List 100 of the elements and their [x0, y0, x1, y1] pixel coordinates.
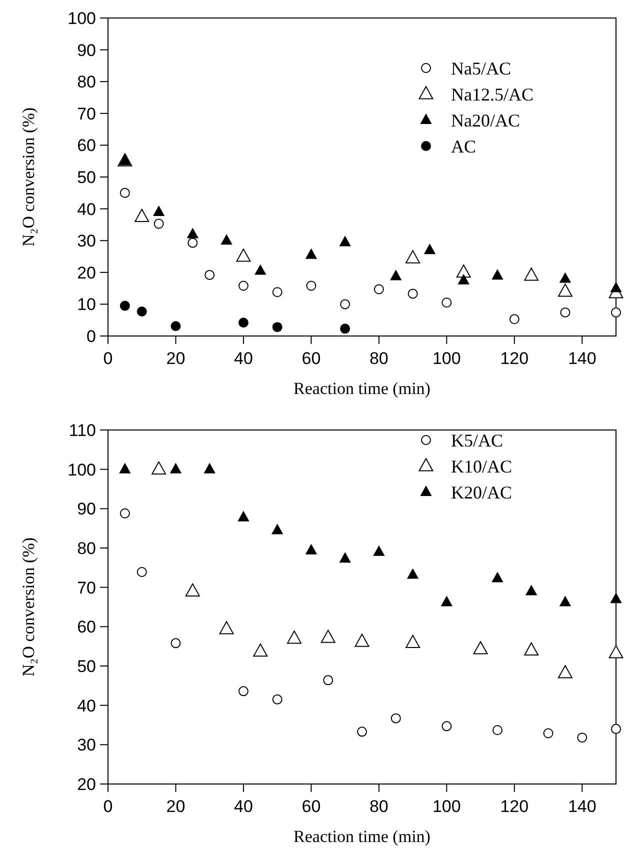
x-tick-label: 80 — [369, 797, 388, 816]
x-tick-label: 0 — [103, 797, 113, 816]
y-tick-label: 40 — [77, 200, 96, 219]
point — [187, 228, 198, 238]
point — [406, 634, 420, 648]
point — [120, 188, 130, 198]
point — [320, 630, 336, 643]
point — [340, 236, 351, 246]
point — [154, 218, 164, 229]
legend-label: K20/AC — [451, 482, 512, 502]
point — [577, 732, 588, 743]
point — [407, 568, 418, 579]
point — [340, 299, 350, 310]
point — [152, 461, 166, 475]
point — [373, 546, 384, 556]
point — [306, 280, 316, 291]
point — [185, 583, 200, 596]
x-tick-label: 80 — [369, 349, 388, 368]
y-tick-label: 90 — [77, 40, 96, 60]
y-tick-label: 30 — [77, 736, 96, 755]
point — [560, 307, 570, 318]
legend-label: AC — [451, 136, 476, 156]
y-tick-label: 30 — [77, 232, 96, 251]
y-tick-label: 0 — [86, 326, 96, 346]
x-tick-label: 60 — [302, 349, 321, 368]
point — [492, 572, 503, 582]
point — [134, 208, 150, 222]
y-tick-label: 10 — [77, 295, 96, 314]
x-axis-title: Reaction time (min) — [294, 379, 430, 398]
point — [306, 248, 317, 259]
x-tick-label: 140 — [568, 797, 596, 816]
point — [543, 728, 554, 738]
y-tick-label: 60 — [77, 136, 96, 156]
y-tick-label: 50 — [77, 168, 96, 187]
legend-label: Na12.5/AC — [451, 84, 534, 104]
point — [272, 694, 282, 704]
point — [526, 585, 537, 596]
point — [406, 250, 420, 264]
point — [120, 508, 130, 518]
point — [390, 713, 401, 724]
point — [608, 645, 624, 658]
y-tick-label: 110 — [68, 420, 96, 440]
y-tick-label: 20 — [77, 774, 96, 794]
x-axis-title: Reaction time (min) — [294, 827, 430, 846]
point — [524, 642, 539, 656]
point — [136, 566, 147, 577]
point — [340, 324, 350, 334]
point — [442, 298, 452, 308]
point — [560, 272, 571, 283]
x-tick-label: 120 — [500, 797, 529, 816]
point — [492, 725, 502, 736]
point — [136, 306, 147, 317]
point — [219, 621, 234, 634]
y-tick-label: 60 — [77, 618, 96, 637]
y-tick-label: 50 — [77, 656, 96, 676]
point — [509, 314, 520, 324]
point — [204, 463, 216, 474]
x-tick-label: 40 — [234, 349, 253, 368]
point — [204, 270, 215, 280]
y-tick-label: 20 — [77, 263, 96, 282]
x-tick-label: 100 — [432, 349, 461, 368]
point — [473, 641, 488, 654]
point — [253, 644, 268, 657]
y-tick-label: 90 — [77, 500, 96, 519]
y-tick-label: 40 — [77, 696, 96, 716]
y-axis-title: N₂O conversion (%) — [19, 107, 38, 247]
point — [238, 318, 248, 328]
point — [272, 524, 283, 534]
point — [272, 322, 282, 332]
point — [170, 638, 181, 648]
point — [153, 206, 164, 216]
y-tick-label: 100 — [68, 8, 96, 28]
point — [408, 288, 418, 299]
point — [610, 593, 622, 604]
point — [611, 307, 621, 318]
point — [374, 284, 384, 294]
point — [492, 270, 503, 280]
x-tick-label: 20 — [166, 797, 186, 816]
point — [558, 284, 572, 297]
point — [170, 463, 182, 474]
point — [272, 287, 282, 298]
point — [170, 321, 181, 332]
point — [254, 264, 266, 275]
x-tick-label: 120 — [500, 349, 529, 368]
legend-label: K10/AC — [451, 456, 512, 476]
y-tick-label: 80 — [77, 72, 96, 92]
y-tick-label: 100 — [68, 460, 96, 480]
point — [306, 544, 317, 554]
point — [390, 270, 402, 280]
point — [424, 244, 436, 254]
y-tick-label: 70 — [77, 578, 96, 598]
point — [119, 463, 130, 474]
y-tick-label: 80 — [77, 538, 96, 558]
point — [188, 238, 198, 248]
point — [354, 634, 370, 647]
y-tick-label: 70 — [77, 104, 96, 124]
x-tick-label: 40 — [234, 797, 253, 816]
y-axis-title: N₂O conversion (%) — [19, 537, 38, 677]
point — [458, 274, 470, 284]
legend-label: Na5/AC — [451, 58, 511, 78]
